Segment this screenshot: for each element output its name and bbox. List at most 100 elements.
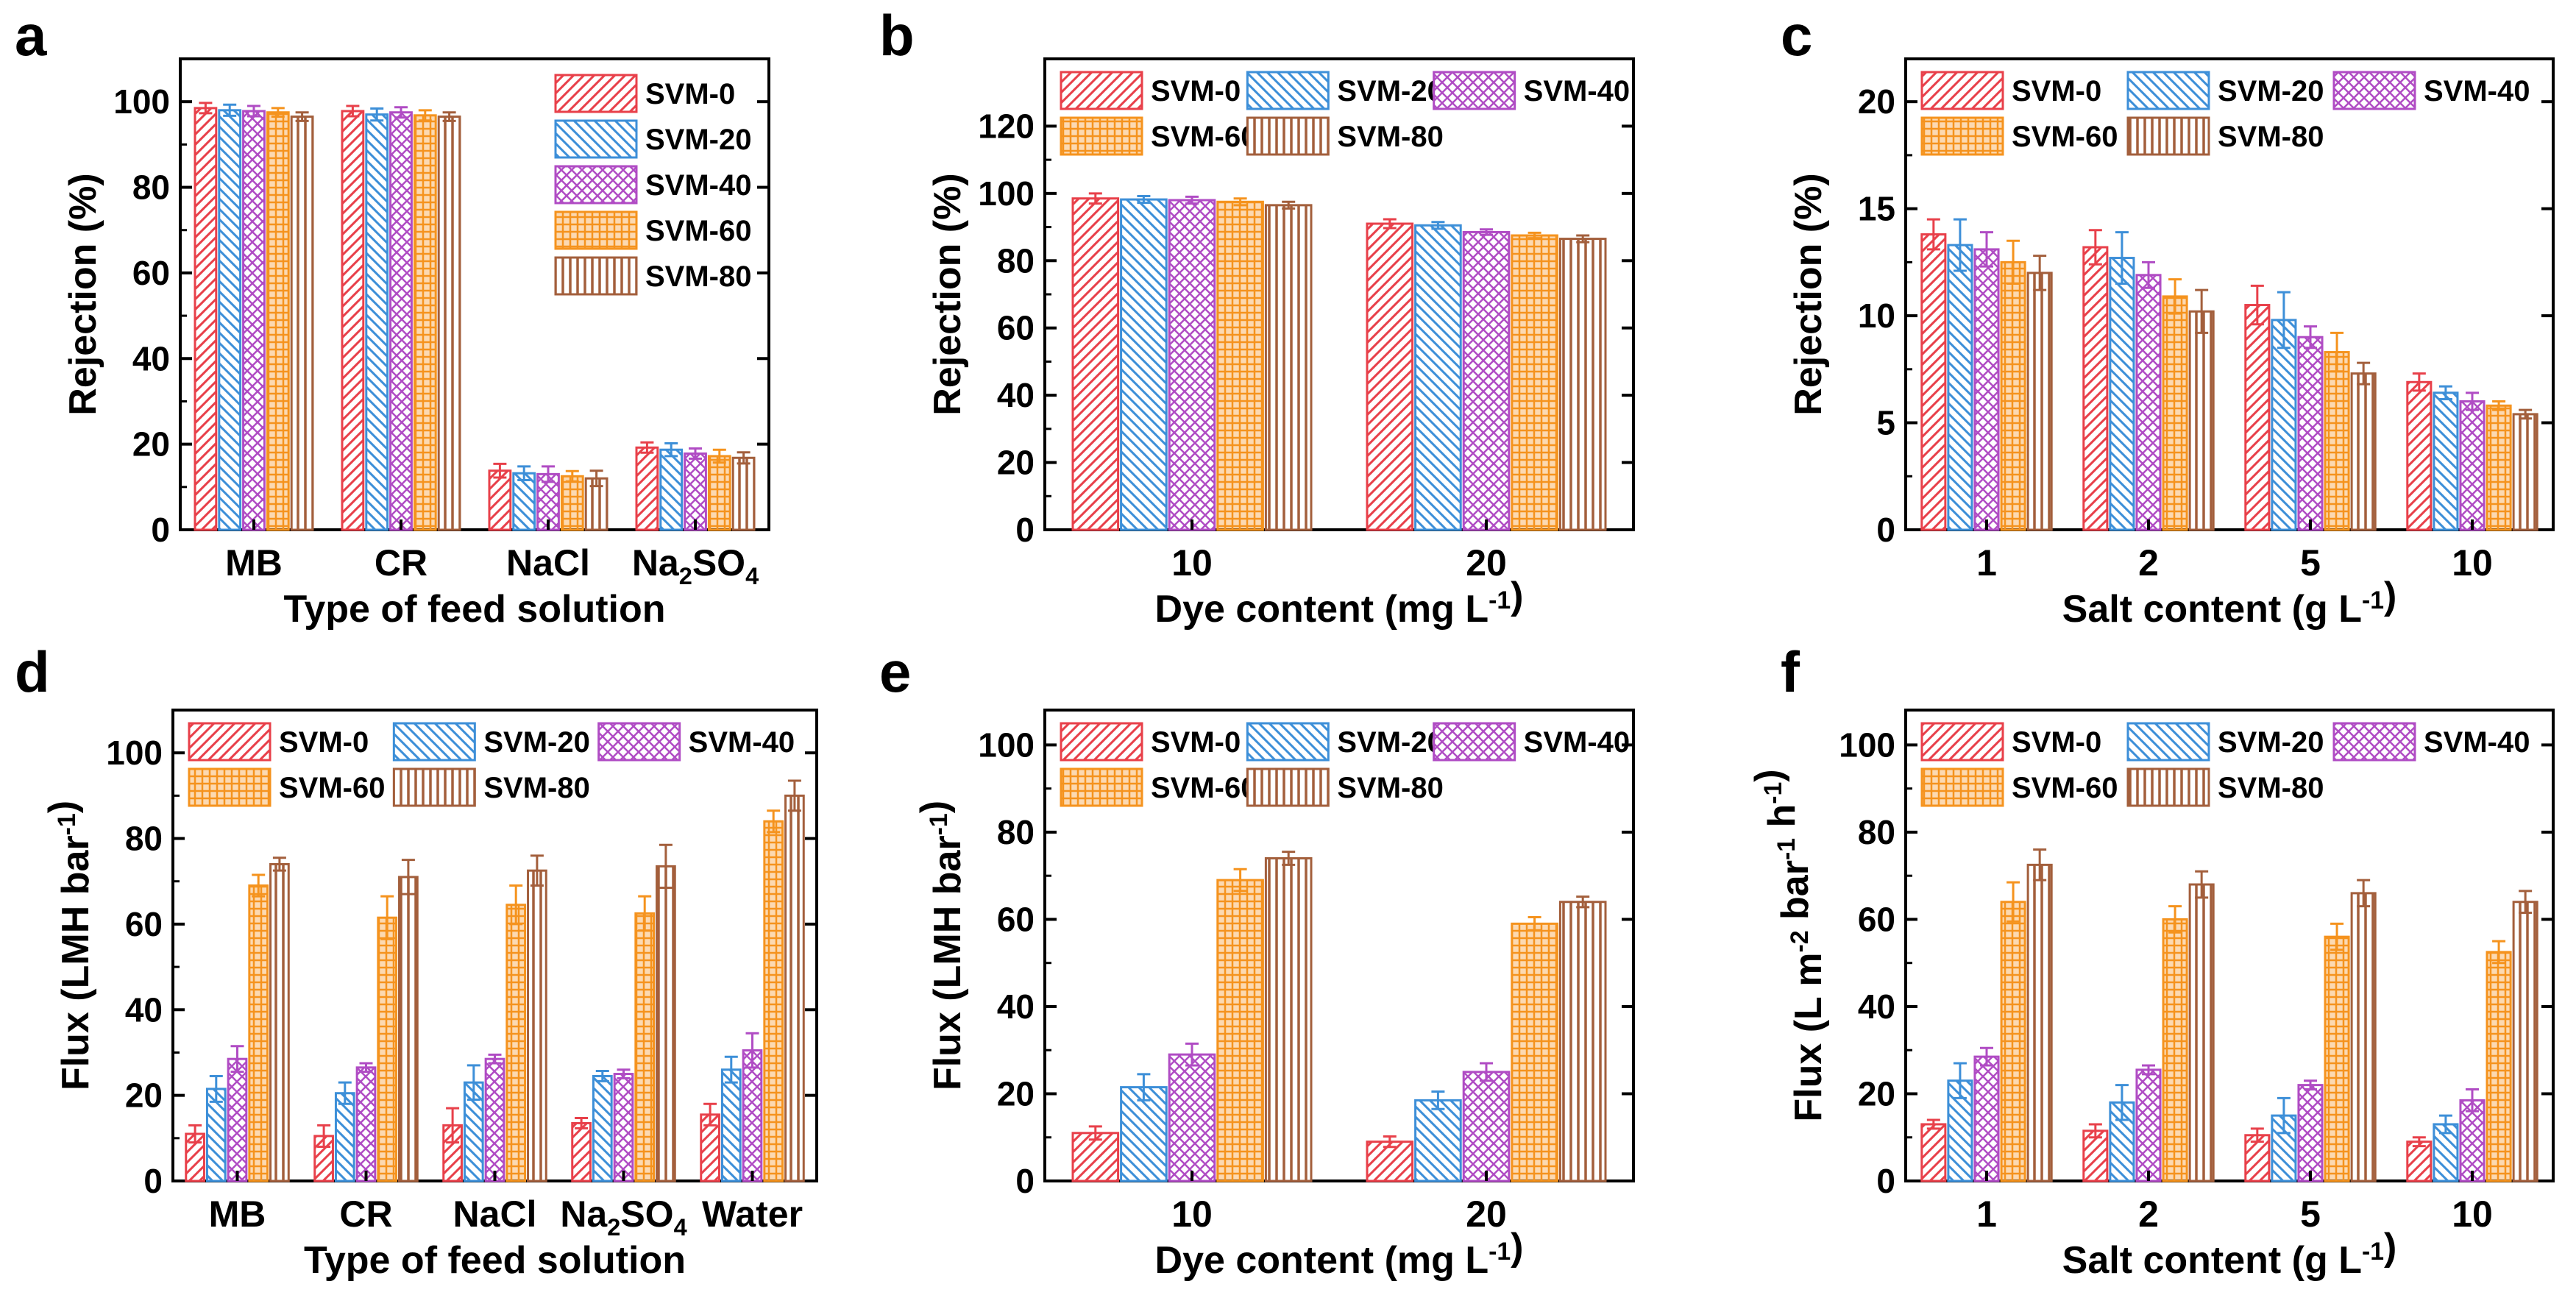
bar-svm-80-na2so4 [731,456,756,531]
bar-svm-20-20 [1414,224,1462,531]
legend-swatch-svm-0 [554,74,638,113]
bar-svm-80-10 [2512,413,2538,531]
bar-svm-0-10 [2406,1141,2433,1182]
legend-label-svm-0: SVM-0 [1151,726,1241,759]
bar-svm-40-10 [2459,1099,2485,1182]
legend-label-svm-20: SVM-20 [2218,75,2324,107]
legend-swatch-svm-40 [2332,722,2416,762]
legend-label-svm-40: SVM-40 [1524,726,1631,759]
bar-svm-80-cr [437,116,461,531]
x-category-label: CR [375,542,427,583]
legend: SVM-0 SVM-20 SVM-40 SVM-60 SVM-80 [554,74,752,296]
bar-svm-0-na2so4 [571,1121,592,1182]
bar-svm-60-cr [377,916,398,1182]
y-tick-label: 100 [1839,726,1895,764]
y-tick-label: 0 [1876,1162,1895,1200]
bar-svm-80-5 [2350,892,2377,1182]
legend-swatch-svm-40 [1433,71,1516,110]
bar-svm-40-5 [2297,1084,2324,1182]
bar-svm-20-mb [218,109,242,531]
bar-svm-80-na2so4 [656,865,676,1182]
legend: SVM-0 SVM-20 SVM-40 SVM-60 SVM-80 [1920,722,2530,807]
legend: SVM-0 SVM-20 SVM-40 SVM-60 SVM-80 [1060,71,1631,156]
bar-svm-0-20 [1366,1141,1414,1182]
y-axis-title: Flux (LMH bar-1) [41,801,97,1090]
y-tick-label: 10 [1858,297,1895,335]
x-category-label: Na2SO4 [560,1193,686,1241]
panel-letter: a [15,3,47,68]
legend-swatch-svm-40 [1433,722,1516,762]
panel-letter: b [879,3,915,68]
legend-label-svm-0: SVM-0 [2012,75,2101,107]
legend-swatch-svm-60 [1920,116,2004,156]
legend-label-svm-0: SVM-0 [1151,75,1241,107]
y-tick-label: 100 [113,82,170,121]
panel-letter: c [1781,3,1812,68]
x-axis-title: Dye content (mg L-1) [1155,575,1524,631]
bar-svm-60-1 [2000,260,2026,531]
y-tick-label: 0 [1876,511,1895,549]
bar-svm-80-mb [290,116,314,531]
bar-svm-80-20 [1558,901,1607,1182]
bar-svm-60-nacl [560,475,584,531]
x-category-label: NaCl [453,1193,537,1235]
bar-svm-20-2 [2109,257,2135,531]
bar-svm-0-1 [1920,1123,1947,1182]
x-axis-title: Type of feed solution [304,1239,686,1282]
x-category-label: 1 [1976,542,1997,583]
bar-svm-60-mb [248,884,269,1182]
legend-label-svm-20: SVM-20 [1337,726,1444,759]
bar-svm-60-1 [2000,901,2026,1182]
bar-svm-0-2 [2082,246,2109,531]
x-axis-title: Dye content (mg L-1) [1155,1226,1524,1282]
bar-svm-80-10 [2512,901,2538,1182]
bar-svm-20-water [720,1068,742,1182]
bar-svm-20-10 [1120,1086,1168,1182]
legend-label-svm-60: SVM-60 [279,772,386,804]
legend-swatch-svm-60 [554,210,638,250]
bar-svm-60-5 [2324,351,2350,531]
bar-svm-60-20 [1511,234,1558,531]
x-category-label: 5 [2300,1193,2321,1235]
y-axis-title: Rejection (%) [926,173,969,415]
bar-svm-60-2 [2162,918,2188,1182]
bar-svm-80-1 [2026,863,2053,1182]
y-tick-label: 60 [997,309,1035,347]
plot-frame [1904,57,2555,531]
bar-svm-60-water [763,820,784,1182]
legend-label-svm-40: SVM-40 [645,169,752,202]
bar-svm-60-na2so4 [707,455,731,531]
bar-svm-60-5 [2324,935,2350,1182]
legend-swatch-svm-60 [188,767,272,807]
y-tick-label: 0 [143,1162,163,1200]
bar-svm-20-cr [334,1092,355,1182]
legend-label-svm-40: SVM-40 [1524,75,1631,107]
bar-svm-0-2 [2082,1129,2109,1182]
x-category-label: 2 [2138,1193,2159,1235]
plot-frame [1904,709,2555,1182]
legend-label-svm-40: SVM-40 [2424,726,2530,759]
x-category-label: MB [209,1193,266,1235]
bar-svm-40-20 [1462,1071,1511,1182]
legend-swatch-svm-20 [1246,722,1330,762]
x-category-label: 5 [2300,542,2321,583]
y-tick-label: 120 [978,107,1035,145]
bar-svm-60-2 [2162,295,2188,531]
x-category-label: 1 [1976,1193,1997,1235]
legend-swatch-svm-40 [554,165,638,205]
bar-svm-60-10 [1216,879,1264,1182]
legend-label-svm-0: SVM-0 [645,78,735,110]
legend-label-svm-60: SVM-60 [2012,121,2118,153]
legend-label-svm-80: SVM-80 [483,772,590,804]
y-tick-label: 40 [125,990,163,1029]
x-category-label: 10 [1171,542,1213,583]
legend-swatch-svm-40 [2332,71,2416,110]
bar-svm-40-2 [2135,274,2162,531]
bar-svm-0-mb [194,107,218,531]
legend-label-svm-20: SVM-20 [1337,75,1444,107]
legend-swatch-svm-80 [1246,767,1330,807]
legend-label-svm-80: SVM-80 [645,260,752,293]
chart-panel-c: c 0 5 10 15 20 1 2 5 10 Salt content (g L-1) Reject… [1781,3,2555,631]
